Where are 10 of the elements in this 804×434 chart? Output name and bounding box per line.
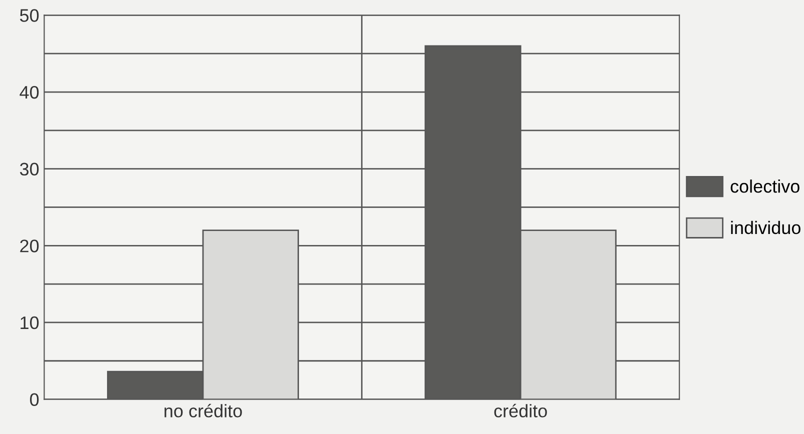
y-tick-label: 30 [20, 162, 39, 176]
x-tick-label: crédito [494, 404, 547, 418]
y-tick-label: 20 [20, 240, 39, 252]
x-tick-label: no crédito [164, 404, 242, 418]
legend-label: colectivo [730, 180, 800, 193]
y-tick-label: 10 [20, 316, 39, 330]
y-tick-label: 0 [30, 393, 39, 406]
y-tick-label: 40 [20, 86, 39, 99]
y-tick-label: 50 [20, 9, 39, 22]
legend-label: individuo [731, 220, 800, 234]
